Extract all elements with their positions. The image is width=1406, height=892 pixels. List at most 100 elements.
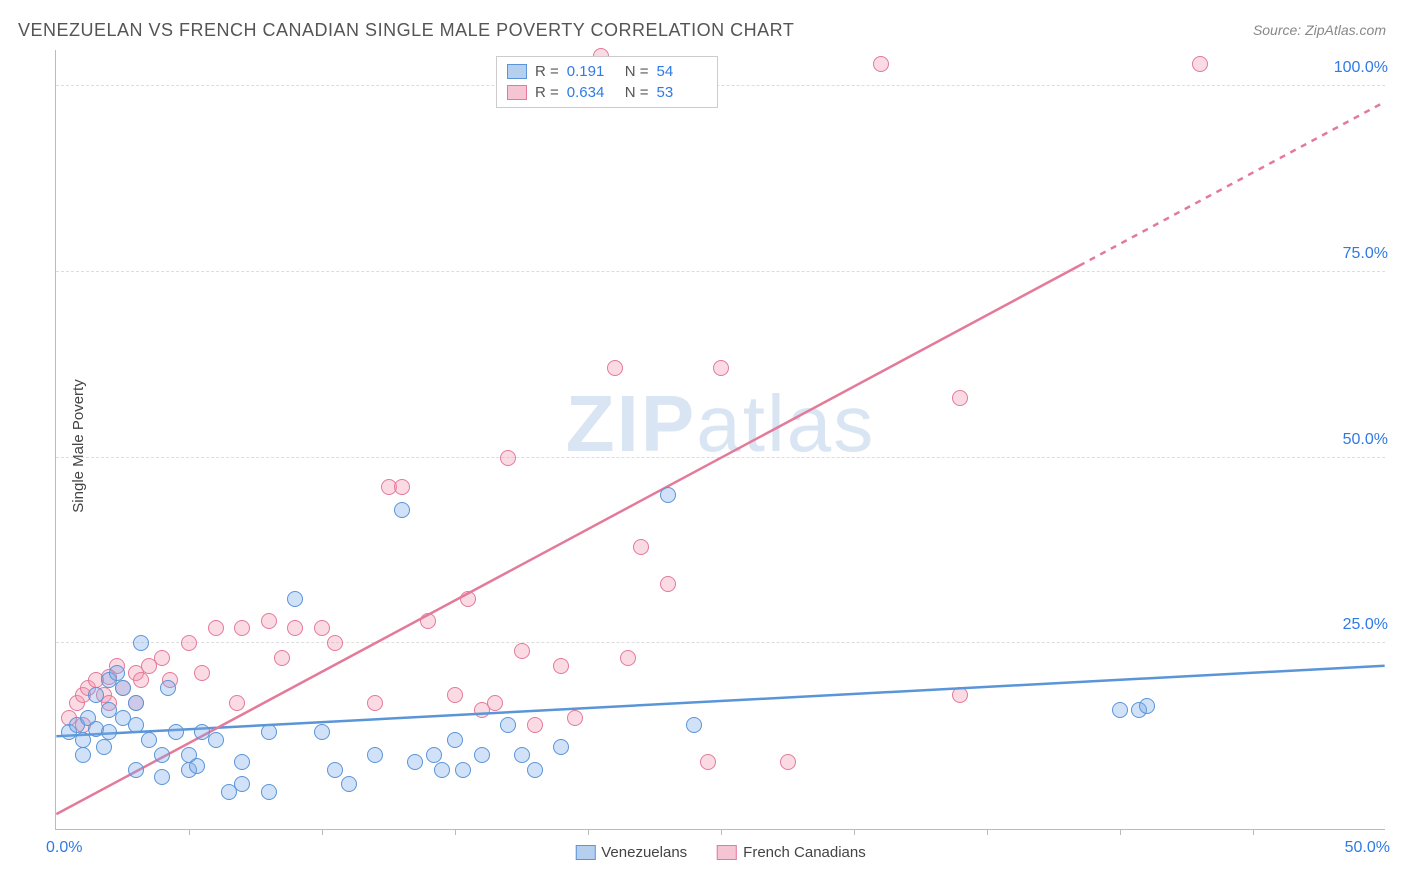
y-tick-label: 75.0% [1341,245,1390,263]
trend-lines [56,50,1385,829]
legend-swatch [507,64,527,79]
data-point [287,591,303,607]
source-credit: Source: ZipAtlas.com [1253,22,1386,38]
data-point [314,724,330,740]
data-point [128,695,144,711]
data-point [133,635,149,651]
data-point [434,762,450,778]
data-point [686,717,702,733]
chart-title: VENEZUELAN VS FRENCH CANADIAN SINGLE MAL… [18,20,794,41]
data-point [367,747,383,763]
data-point [208,620,224,636]
trend-line [56,666,1384,736]
data-point [261,784,277,800]
legend-row: R =0.191N =54 [507,61,707,82]
data-point [952,390,968,406]
data-point [447,687,463,703]
data-point [407,754,423,770]
data-point [160,680,176,696]
data-point [128,762,144,778]
data-point [208,732,224,748]
data-point [500,450,516,466]
data-point [455,762,471,778]
source-link[interactable]: ZipAtlas.com [1305,22,1386,38]
data-point [447,732,463,748]
data-point [88,687,104,703]
data-point [189,758,205,774]
data-point [194,665,210,681]
data-point [128,717,144,733]
x-tick [721,829,722,835]
x-tick [854,829,855,835]
data-point [115,680,131,696]
gridline [56,85,1385,86]
data-point [341,776,357,792]
data-point [96,739,112,755]
data-point [780,754,796,770]
gridline [56,271,1385,272]
gridline [56,457,1385,458]
x-tick [987,829,988,835]
trend-line-dashed [1079,102,1385,266]
correlation-legend: R =0.191N =54R =0.634N =53 [496,56,718,108]
gridline [56,642,1385,643]
data-point [620,650,636,666]
x-tick [588,829,589,835]
data-point [553,658,569,674]
legend-swatch [575,845,595,860]
data-point [500,717,516,733]
y-tick-label: 25.0% [1341,616,1390,634]
data-point [1112,702,1128,718]
data-point [314,620,330,636]
data-point [1192,56,1208,72]
data-point [660,576,676,592]
data-point [420,613,436,629]
data-point [474,747,490,763]
data-point [274,650,290,666]
x-tick-label: 0.0% [46,839,82,857]
data-point [514,747,530,763]
legend-item: French Canadians [717,844,866,861]
legend-swatch [717,845,737,860]
data-point [327,762,343,778]
data-point [394,479,410,495]
data-point [527,762,543,778]
data-point [287,620,303,636]
data-point [952,687,968,703]
x-tick [322,829,323,835]
scatter-plot: ZIPatlas 25.0%50.0%75.0%100.0%0.0%50.0%R… [55,50,1385,830]
legend-swatch [507,85,527,100]
data-point [75,747,91,763]
data-point [141,732,157,748]
y-tick-label: 50.0% [1341,431,1390,449]
data-point [394,502,410,518]
data-point [261,613,277,629]
data-point [487,695,503,711]
data-point [367,695,383,711]
data-point [101,724,117,740]
data-point [109,665,125,681]
data-point [234,754,250,770]
data-point [154,769,170,785]
data-point [168,724,184,740]
data-point [154,650,170,666]
data-point [229,695,245,711]
x-tick [1253,829,1254,835]
data-point [234,776,250,792]
x-tick-label: 50.0% [1345,839,1390,857]
data-point [873,56,889,72]
data-point [607,360,623,376]
data-point [1139,698,1155,714]
data-point [660,487,676,503]
data-point [460,591,476,607]
data-point [514,643,530,659]
data-point [426,747,442,763]
data-point [327,635,343,651]
data-point [133,672,149,688]
data-point [700,754,716,770]
x-tick [1120,829,1121,835]
data-point [234,620,250,636]
data-point [154,747,170,763]
series-legend: VenezuelansFrench Canadians [575,844,865,861]
data-point [567,710,583,726]
